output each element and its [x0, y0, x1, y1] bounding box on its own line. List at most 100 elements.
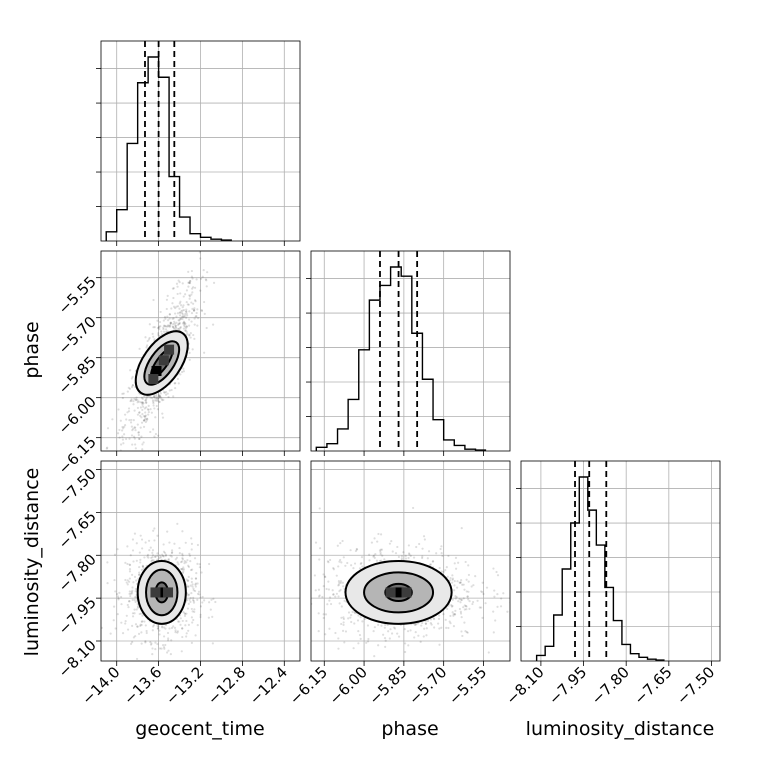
sample-point — [170, 626, 174, 630]
sample-point — [174, 325, 177, 329]
sample-point — [178, 302, 181, 305]
sample-point — [162, 646, 166, 649]
sample-point — [188, 295, 192, 298]
sample-point — [467, 580, 470, 583]
sample-point — [164, 554, 167, 557]
sample-point — [190, 293, 193, 296]
sample-point — [193, 307, 196, 310]
sample-point — [463, 604, 466, 607]
sample-point — [181, 315, 185, 318]
sample-point — [496, 574, 500, 577]
sample-point — [141, 564, 144, 567]
sample-point — [170, 307, 173, 310]
sample-point — [338, 602, 341, 605]
sample-point — [409, 629, 412, 632]
sample-point — [170, 549, 174, 552]
sample-point — [199, 277, 203, 280]
sample-point — [413, 636, 416, 639]
sample-point — [177, 319, 180, 322]
sample-point — [138, 411, 141, 414]
sample-point — [151, 653, 154, 656]
sample-point — [397, 635, 401, 638]
sample-point — [154, 555, 157, 558]
sample-point — [130, 418, 133, 422]
sample-point — [184, 541, 187, 544]
sample-point — [185, 632, 188, 635]
sample-point — [391, 550, 394, 553]
sample-point — [128, 568, 132, 571]
y-tick-label: −5.55 — [55, 273, 100, 318]
sample-point — [329, 602, 333, 606]
y-axis-label-phase: phase — [21, 321, 43, 378]
sample-point — [163, 324, 166, 327]
sample-point — [406, 630, 410, 633]
x-tick-label: −7.95 — [545, 663, 590, 708]
sample-point — [461, 583, 464, 586]
sample-point — [189, 600, 192, 604]
sample-point — [144, 411, 147, 414]
sample-point — [500, 597, 503, 600]
sample-point — [179, 326, 182, 330]
sample-point — [170, 551, 173, 555]
sample-point — [366, 624, 370, 627]
sample-point — [178, 620, 181, 623]
sample-point — [383, 626, 386, 629]
sample-point — [141, 614, 144, 617]
sample-point — [189, 584, 192, 587]
sample-point — [139, 406, 143, 409]
sample-point — [471, 600, 475, 604]
sample-point — [141, 620, 144, 623]
sample-point — [137, 433, 140, 437]
sample-point — [165, 307, 168, 311]
sample-point — [453, 589, 456, 592]
sample-point — [182, 367, 185, 370]
sample-point — [172, 317, 175, 320]
x-tick-label: −6.15 — [286, 663, 331, 708]
sample-point — [128, 563, 131, 566]
sample-point — [153, 539, 156, 542]
sample-point — [167, 558, 170, 561]
sample-point — [415, 545, 418, 549]
sample-point — [506, 610, 509, 613]
sample-point — [466, 595, 469, 598]
sample-point — [188, 334, 191, 337]
sample-point — [158, 629, 161, 632]
sample-point — [131, 598, 134, 601]
sample-point — [182, 295, 185, 298]
sample-point — [131, 384, 134, 387]
sample-point — [463, 608, 466, 611]
sample-point — [112, 619, 115, 622]
sample-point — [141, 401, 144, 404]
sample-point — [142, 405, 145, 408]
sample-point — [131, 615, 135, 618]
sample-point — [183, 560, 186, 563]
sample-point — [183, 314, 187, 317]
sample-point — [148, 336, 151, 340]
sample-point — [190, 320, 193, 323]
sample-point — [117, 408, 120, 411]
sample-point — [191, 291, 194, 294]
sample-point — [414, 631, 417, 634]
sample-point — [468, 599, 471, 603]
sample-point — [166, 631, 170, 635]
sample-point — [182, 570, 185, 573]
sample-point — [208, 562, 211, 566]
sample-point — [466, 631, 469, 634]
sample-point — [130, 398, 133, 401]
sample-point — [126, 583, 129, 586]
sample-point — [121, 392, 124, 395]
sample-point — [186, 559, 189, 562]
sample-point — [161, 398, 164, 402]
sample-point — [440, 552, 443, 555]
sample-point — [164, 317, 167, 320]
sample-point — [450, 605, 454, 608]
sample-point — [112, 605, 116, 608]
sample-point — [425, 634, 428, 637]
sample-point — [142, 402, 145, 405]
sample-point — [172, 323, 175, 326]
sample-point — [131, 375, 134, 378]
sample-point — [194, 589, 197, 593]
sample-point — [163, 647, 166, 650]
sample-point — [438, 614, 441, 617]
